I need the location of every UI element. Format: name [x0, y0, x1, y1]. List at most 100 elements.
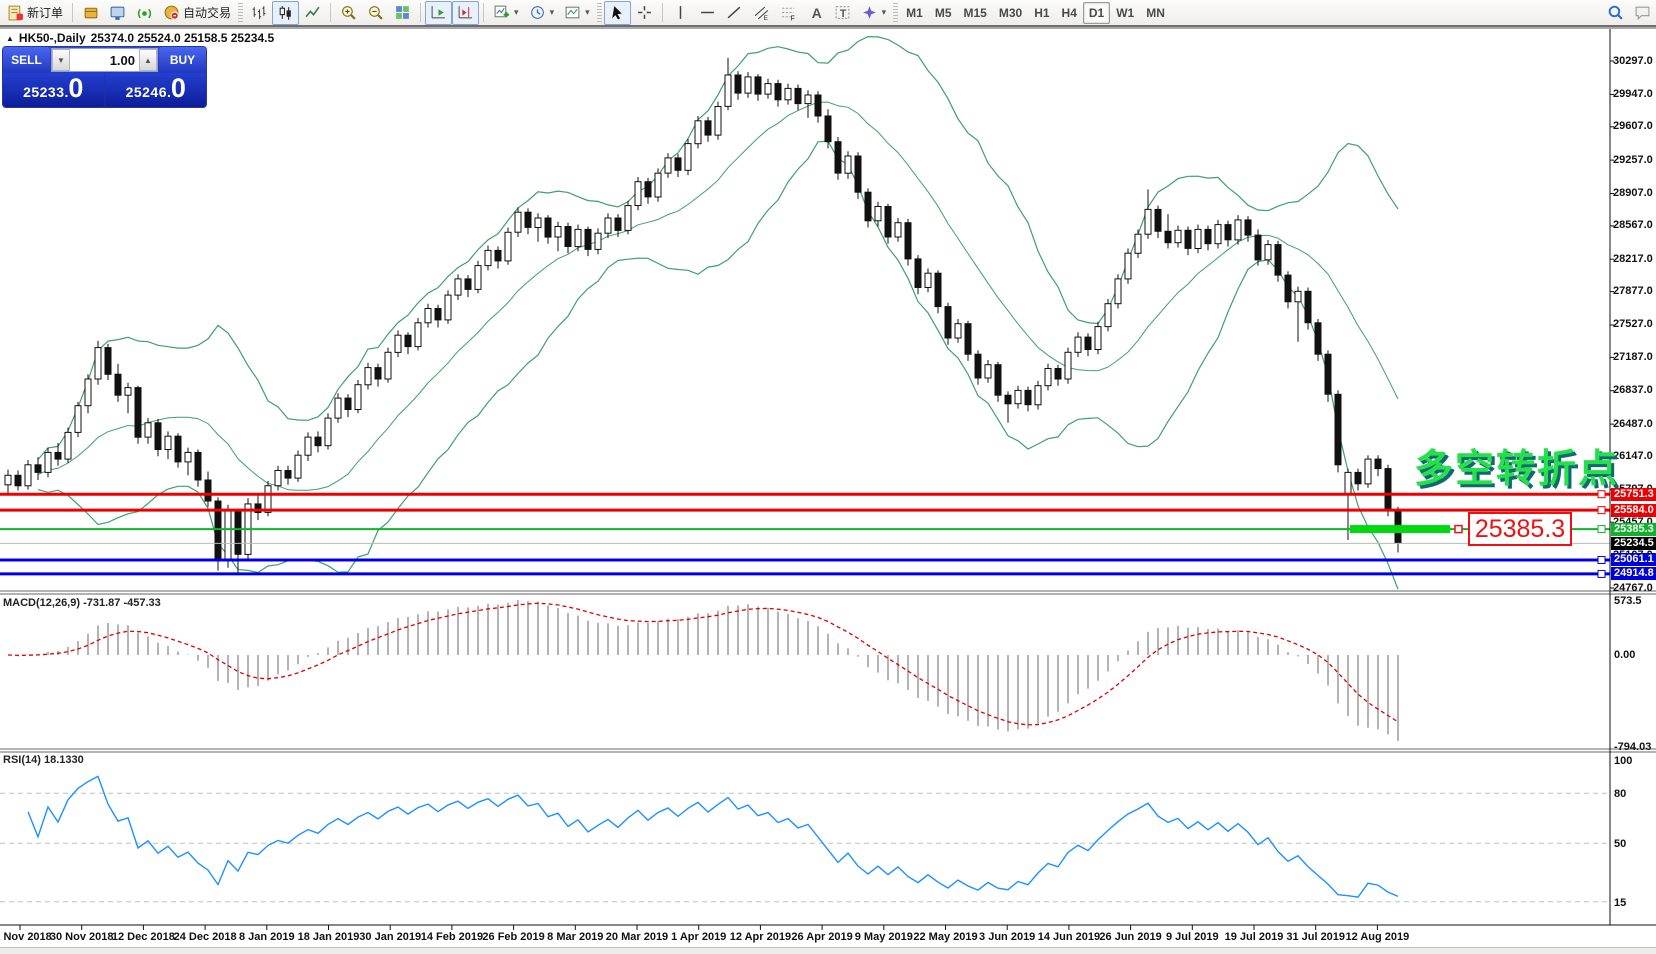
cursor-icon	[609, 4, 626, 21]
text-button[interactable]: A	[802, 1, 829, 25]
volume-increase-button[interactable]: ▲	[139, 49, 157, 71]
timeframe-w1[interactable]: W1	[1110, 2, 1140, 24]
timeframe-h1-label: H1	[1034, 5, 1050, 20]
timeframe-h1[interactable]: H1	[1028, 2, 1055, 24]
arrows-button[interactable]: ▾	[856, 1, 892, 25]
templates-button[interactable]: ▾	[559, 1, 595, 25]
toolbar-separator	[72, 3, 74, 22]
toolbar-separator	[330, 3, 332, 22]
indicators-add-button[interactable]: ▾	[488, 1, 524, 25]
chevron-down-icon[interactable]: ▾	[514, 7, 519, 17]
chevron-down-icon[interactable]: ▾	[585, 7, 590, 17]
new-order-button[interactable]: 新订单	[2, 1, 68, 25]
vertical-line-button[interactable]	[667, 1, 694, 25]
metaquotes-button[interactable]	[77, 1, 104, 25]
one-click-trading-panel: SELL ▼ ▲ BUY 25233.0 25246.0	[3, 47, 206, 107]
crosshair-icon	[636, 4, 653, 21]
fibonacci-button[interactable]: F	[775, 1, 802, 25]
search-button[interactable]	[1602, 1, 1629, 25]
price-level-box[interactable]: 25385.3	[1468, 512, 1572, 546]
auto-scroll-button[interactable]	[425, 0, 453, 25]
macd-label: MACD(12,26,9) -731.87 -457.33	[3, 597, 161, 609]
timeframe-m15[interactable]: M15	[958, 2, 993, 24]
data-window-button[interactable]	[104, 1, 131, 25]
tile-icon	[394, 4, 411, 21]
zoom-in-button[interactable]	[335, 1, 362, 25]
date-tick-label: 20 Nov 2018	[0, 931, 52, 943]
tile-windows-button[interactable]	[389, 1, 416, 25]
equidistant-channel-button[interactable]: E	[748, 1, 775, 25]
sell-price[interactable]: 25233. 0	[3, 73, 104, 107]
price-tick-label: 27877.0	[1613, 285, 1653, 298]
price-tick-label: 28217.0	[1613, 252, 1653, 265]
macd-tick-label: -794.03	[1614, 741, 1652, 753]
date-tick-label: 18 Jan 2019	[297, 931, 360, 943]
date-tick-label: 8 Mar 2019	[547, 931, 604, 943]
zoom-out-button[interactable]	[362, 1, 389, 25]
status-bar	[0, 947, 1656, 954]
horizontal-line-button[interactable]	[694, 1, 721, 25]
line-price-label: 25385.3	[1611, 522, 1656, 536]
date-tick-label: 12 Dec 2018	[111, 931, 175, 943]
buy-price[interactable]: 25246. 0	[105, 73, 206, 107]
timeframe-h4[interactable]: H4	[1056, 2, 1083, 24]
date-tick-label: 26 Apr 2019	[791, 931, 853, 943]
bars-icon	[250, 4, 267, 21]
price-tick-label: 24767.0	[1613, 581, 1653, 594]
date-tick-label: 12 Aug 2019	[1345, 931, 1410, 943]
chat-button[interactable]	[1629, 1, 1656, 25]
timeframe-m15-label: M15	[963, 5, 987, 20]
volume-decrease-button[interactable]: ▼	[52, 49, 70, 71]
cursor-button[interactable]	[603, 0, 631, 25]
auto-trading-button[interactable]: 自动交易	[158, 1, 236, 25]
timeframe-m5[interactable]: M5	[929, 2, 958, 24]
bar-chart-button[interactable]	[245, 1, 272, 25]
timeframe-d1-label: D1	[1088, 5, 1105, 20]
sell-price-pips: 0	[68, 73, 84, 103]
date-tick-label: 19 Jul 2019	[1224, 931, 1284, 943]
signals-button[interactable]	[131, 1, 158, 25]
timeframe-m30[interactable]: M30	[993, 2, 1028, 24]
chevron-down-icon[interactable]: ▾	[549, 7, 555, 17]
chart-title: ▲ HK50-,Daily 25374.0 25524.0 25158.5 25…	[6, 31, 274, 45]
date-tick-label: 3 Jun 2019	[979, 931, 1036, 943]
chevron-down-icon[interactable]: ▾	[881, 7, 887, 17]
sell-price-main: 25233	[23, 84, 65, 100]
chart-shift-button[interactable]	[452, 0, 480, 25]
date-tick-label: 14 Feb 2019	[420, 931, 484, 943]
svg-text:A: A	[811, 5, 821, 21]
date-tick-label: 9 Jul 2019	[1166, 931, 1219, 943]
line-chart-button[interactable]	[299, 1, 326, 25]
text-label-button[interactable]: T	[829, 1, 856, 25]
date-tick-label: 9 May 2019	[854, 931, 913, 943]
toolbar-separator	[420, 3, 422, 22]
shift-icon	[457, 4, 474, 21]
timeframe-m1[interactable]: M1	[900, 2, 929, 24]
toolbar-separator	[661, 3, 663, 22]
candlestick-chart-button[interactable]	[272, 0, 300, 25]
buy-price-main: 25246	[125, 84, 167, 100]
vline-icon	[672, 4, 689, 21]
new-order-label: 新订单	[27, 6, 64, 20]
template-icon	[564, 4, 581, 21]
annotation-turning-point[interactable]: 多空转折点	[1414, 448, 1620, 491]
date-tick-label: 26 Feb 2019	[482, 931, 545, 943]
buy-button[interactable]: BUY	[159, 47, 206, 73]
sell-button[interactable]: SELL	[3, 47, 50, 73]
toolbar-separator	[483, 3, 485, 22]
trendline-button[interactable]	[721, 1, 748, 25]
price-tick-label: 28567.0	[1613, 219, 1653, 232]
timeframe-d1[interactable]: D1	[1082, 1, 1111, 24]
timeframe-m30-label: M30	[998, 5, 1023, 20]
autotrade-icon	[163, 4, 180, 21]
current-price-label: 25234.5	[1611, 536, 1656, 550]
crosshair-button[interactable]	[631, 1, 658, 25]
window-blue-icon	[109, 4, 126, 21]
line-icon	[304, 4, 321, 21]
fibo-icon: F	[780, 4, 797, 22]
periods-button[interactable]: ▾	[524, 1, 560, 25]
timeframe-mn[interactable]: MN	[1140, 2, 1171, 24]
volume-input[interactable]	[70, 49, 139, 71]
channel-icon: E	[753, 4, 770, 22]
